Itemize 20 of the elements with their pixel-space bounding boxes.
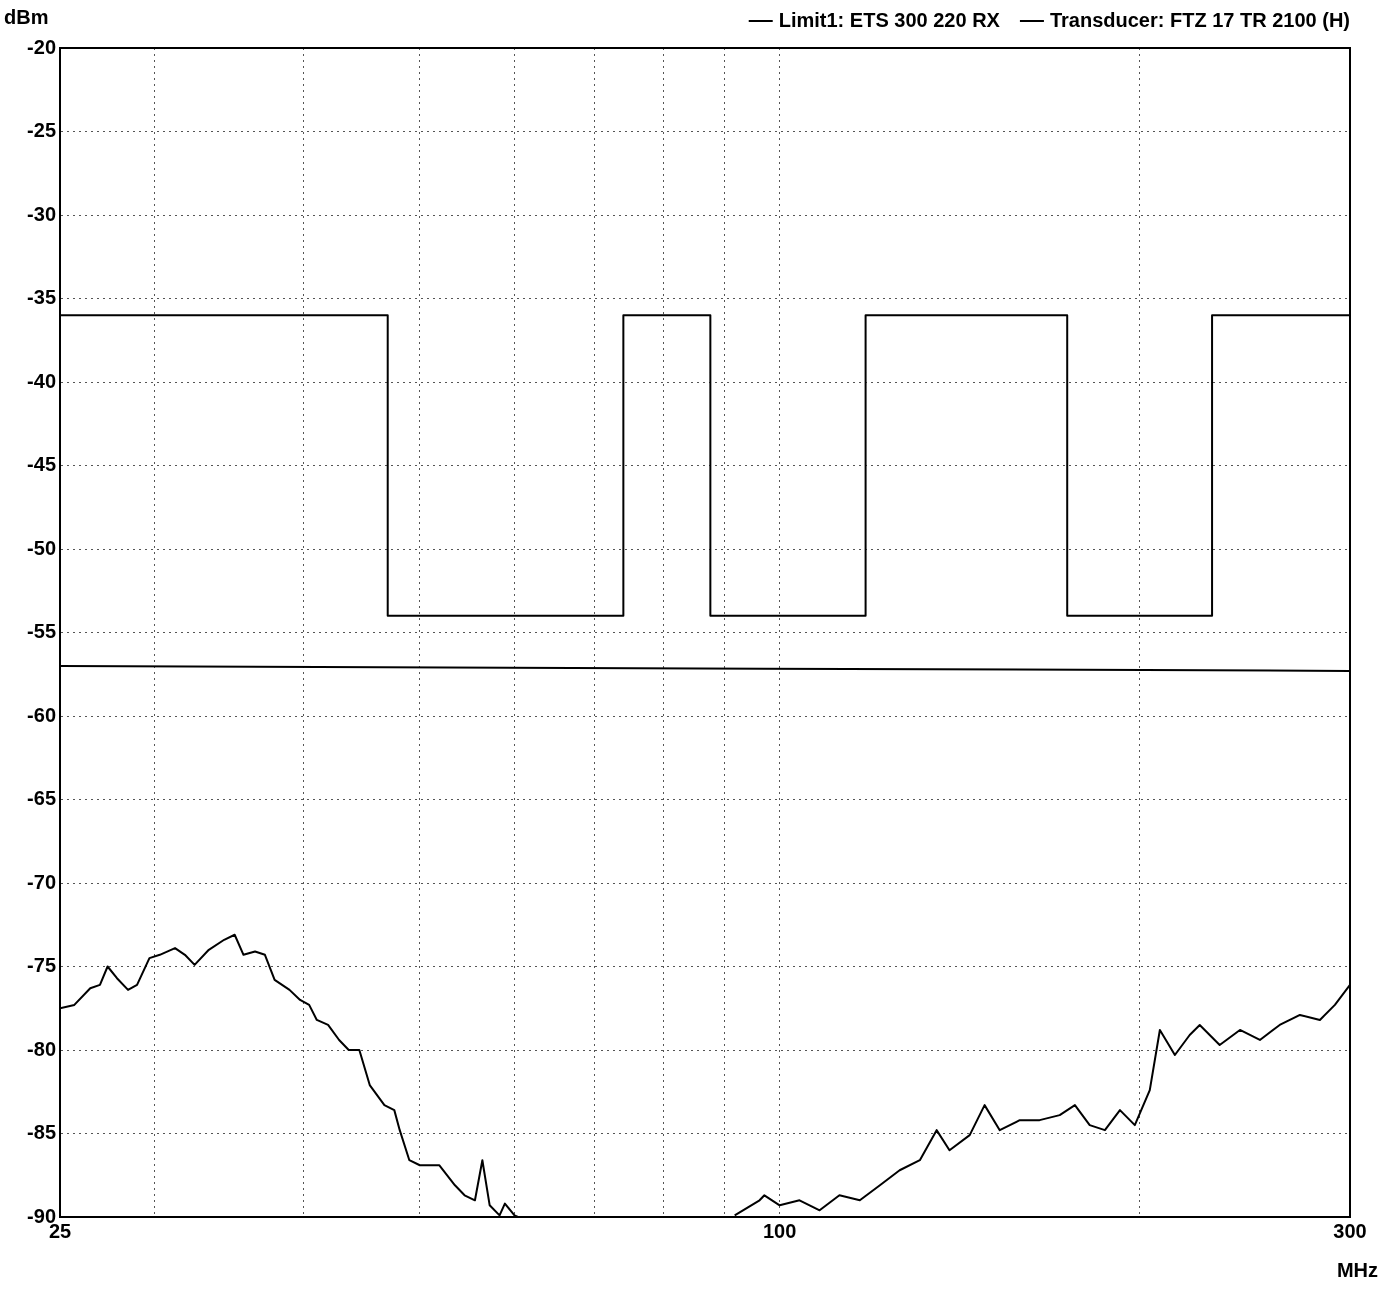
- y-tick-label: -40: [27, 369, 56, 392]
- y-tick-label: -25: [27, 119, 56, 142]
- legend-label: Limit1: ETS 300 220 RX: [778, 8, 1001, 31]
- legend-label: Transducer: FTZ 17 TR 2100 (H): [1049, 8, 1350, 31]
- x-tick-label: 300: [1333, 1219, 1367, 1242]
- y-tick-label: -45: [27, 453, 56, 476]
- y-tick-label: -50: [27, 536, 56, 559]
- y-tick-label: -20: [27, 35, 56, 58]
- y-tick-label: -75: [27, 954, 56, 977]
- x-tick-label: 100: [762, 1219, 797, 1242]
- y-tick-label: -65: [27, 787, 56, 810]
- y-tick-label: -30: [27, 202, 56, 225]
- y-tick-label: -70: [27, 870, 56, 893]
- y-tick-label: -60: [27, 703, 56, 726]
- y-tick-label: -80: [27, 1037, 56, 1060]
- y-tick-label: -55: [27, 620, 56, 643]
- y-axis-title: dBm: [4, 5, 49, 28]
- y-tick-label: -85: [27, 1121, 56, 1144]
- y-tick-label: -35: [27, 286, 56, 309]
- x-axis-title: MHz: [1336, 1258, 1378, 1281]
